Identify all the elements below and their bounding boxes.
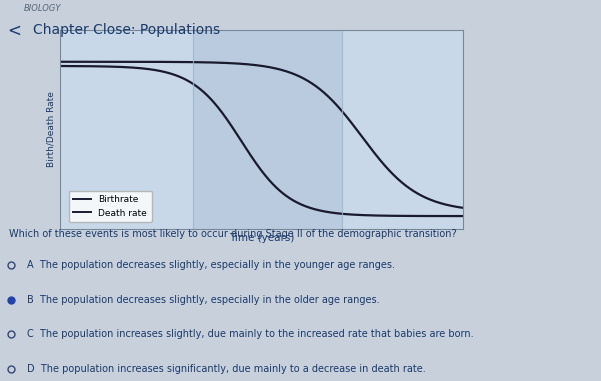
Text: C  The population increases slightly, due mainly to the increased rate that babi: C The population increases slightly, due… [27, 329, 474, 339]
Text: B  The population decreases slightly, especially in the older age ranges.: B The population decreases slightly, esp… [27, 295, 380, 305]
X-axis label: Time (years): Time (years) [229, 233, 294, 243]
Text: Which of these events is most likely to occur during Stage II of the demographic: Which of these events is most likely to … [9, 229, 457, 240]
Text: Chapter Close: Populations: Chapter Close: Populations [33, 24, 220, 37]
Text: D  The population increases significantly, due mainly to a decrease in death rat: D The population increases significantly… [27, 363, 426, 373]
Text: BIOLOGY: BIOLOGY [24, 4, 61, 13]
Bar [342, 30, 463, 229]
Bar [60, 30, 193, 229]
Y-axis label: Birth/Death Rate: Birth/Death Rate [47, 91, 56, 168]
Legend: Birthrate, Death rate: Birthrate, Death rate [69, 190, 151, 222]
Bar [193, 30, 342, 229]
Text: <: < [7, 21, 21, 40]
Text: A  The population decreases slightly, especially in the younger age ranges.: A The population decreases slightly, esp… [27, 260, 395, 271]
